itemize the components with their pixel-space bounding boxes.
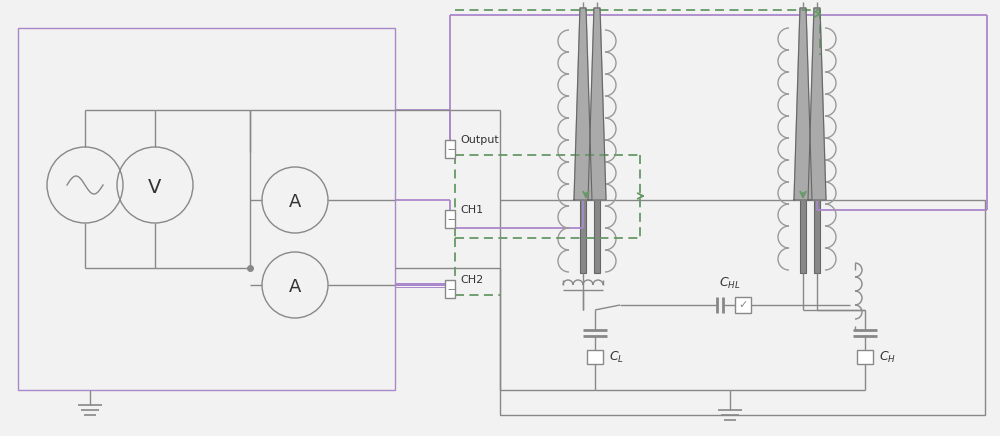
Text: $C_L$: $C_L$ bbox=[609, 349, 624, 364]
Text: CH1: CH1 bbox=[460, 205, 483, 215]
Bar bbox=[445, 140, 455, 158]
Bar bbox=[580, 28, 586, 273]
Polygon shape bbox=[574, 8, 592, 200]
Bar bbox=[857, 350, 873, 364]
Text: CH2: CH2 bbox=[460, 275, 483, 285]
Text: $C_H$: $C_H$ bbox=[879, 349, 896, 364]
Text: A: A bbox=[289, 193, 301, 211]
Bar bbox=[587, 350, 603, 364]
Polygon shape bbox=[588, 8, 606, 200]
Bar bbox=[445, 210, 455, 228]
Bar bbox=[500, 200, 985, 415]
Text: ✓: ✓ bbox=[738, 300, 748, 310]
Text: V: V bbox=[148, 177, 162, 197]
Bar bbox=[814, 28, 820, 273]
Text: A: A bbox=[289, 278, 301, 296]
Text: Output: Output bbox=[460, 135, 499, 145]
Bar bbox=[18, 28, 395, 390]
Bar bbox=[445, 280, 455, 298]
Polygon shape bbox=[808, 8, 826, 200]
Text: $C_{HL}$: $C_{HL}$ bbox=[719, 276, 741, 291]
Bar bbox=[800, 28, 806, 273]
Polygon shape bbox=[794, 8, 812, 200]
Bar bbox=[735, 297, 751, 313]
Bar bbox=[594, 28, 600, 273]
